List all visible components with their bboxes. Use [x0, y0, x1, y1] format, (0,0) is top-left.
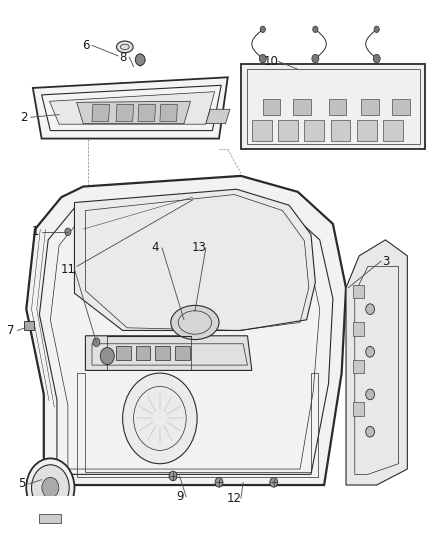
- Circle shape: [26, 458, 74, 517]
- Circle shape: [270, 478, 278, 487]
- Polygon shape: [39, 514, 61, 523]
- Text: 2: 2: [20, 111, 28, 124]
- Circle shape: [366, 389, 374, 400]
- Text: 1: 1: [31, 225, 39, 238]
- Polygon shape: [160, 104, 177, 122]
- Text: 12: 12: [227, 492, 242, 505]
- Circle shape: [260, 26, 265, 33]
- Circle shape: [32, 465, 69, 511]
- Text: 8: 8: [119, 51, 126, 63]
- Ellipse shape: [171, 305, 219, 340]
- Circle shape: [123, 373, 197, 464]
- Circle shape: [65, 228, 71, 236]
- Polygon shape: [92, 104, 110, 122]
- Circle shape: [93, 338, 100, 346]
- Polygon shape: [175, 346, 190, 360]
- Polygon shape: [353, 402, 364, 416]
- Circle shape: [215, 478, 223, 487]
- Text: 3: 3: [382, 255, 389, 268]
- Polygon shape: [155, 346, 170, 360]
- Polygon shape: [357, 120, 377, 141]
- Polygon shape: [293, 99, 311, 115]
- Polygon shape: [138, 104, 155, 122]
- Ellipse shape: [117, 41, 133, 53]
- Polygon shape: [353, 360, 364, 373]
- Text: 5: 5: [18, 478, 25, 490]
- Polygon shape: [353, 322, 364, 336]
- Bar: [22, 497, 79, 533]
- Circle shape: [42, 478, 59, 498]
- Text: 6: 6: [81, 39, 89, 52]
- Polygon shape: [24, 321, 34, 330]
- Polygon shape: [206, 109, 230, 124]
- Polygon shape: [77, 101, 191, 124]
- Polygon shape: [346, 240, 407, 485]
- Circle shape: [366, 304, 374, 314]
- Text: 7: 7: [7, 324, 15, 337]
- Polygon shape: [331, 120, 350, 141]
- Polygon shape: [252, 120, 272, 141]
- Polygon shape: [304, 120, 324, 141]
- Polygon shape: [116, 104, 134, 122]
- Circle shape: [169, 471, 177, 481]
- Circle shape: [313, 26, 318, 33]
- Circle shape: [135, 54, 145, 66]
- Text: 10: 10: [264, 55, 279, 68]
- Polygon shape: [353, 285, 364, 298]
- Text: 11: 11: [60, 263, 75, 276]
- Polygon shape: [26, 176, 346, 485]
- Polygon shape: [136, 346, 150, 360]
- Circle shape: [259, 54, 266, 63]
- Polygon shape: [33, 77, 228, 139]
- Polygon shape: [383, 120, 403, 141]
- Polygon shape: [392, 99, 410, 115]
- Polygon shape: [241, 64, 425, 149]
- Polygon shape: [328, 99, 346, 115]
- Polygon shape: [49, 92, 215, 124]
- Circle shape: [373, 54, 380, 63]
- Text: 9: 9: [176, 490, 184, 503]
- Circle shape: [366, 426, 374, 437]
- Polygon shape: [85, 336, 252, 370]
- Text: 13: 13: [192, 241, 207, 254]
- Circle shape: [374, 26, 379, 33]
- Polygon shape: [263, 99, 280, 115]
- Polygon shape: [361, 99, 379, 115]
- Circle shape: [312, 54, 319, 63]
- Polygon shape: [74, 189, 315, 330]
- Polygon shape: [116, 346, 131, 360]
- Circle shape: [100, 348, 114, 365]
- Circle shape: [366, 346, 374, 357]
- Polygon shape: [278, 120, 298, 141]
- Text: 4: 4: [152, 241, 159, 254]
